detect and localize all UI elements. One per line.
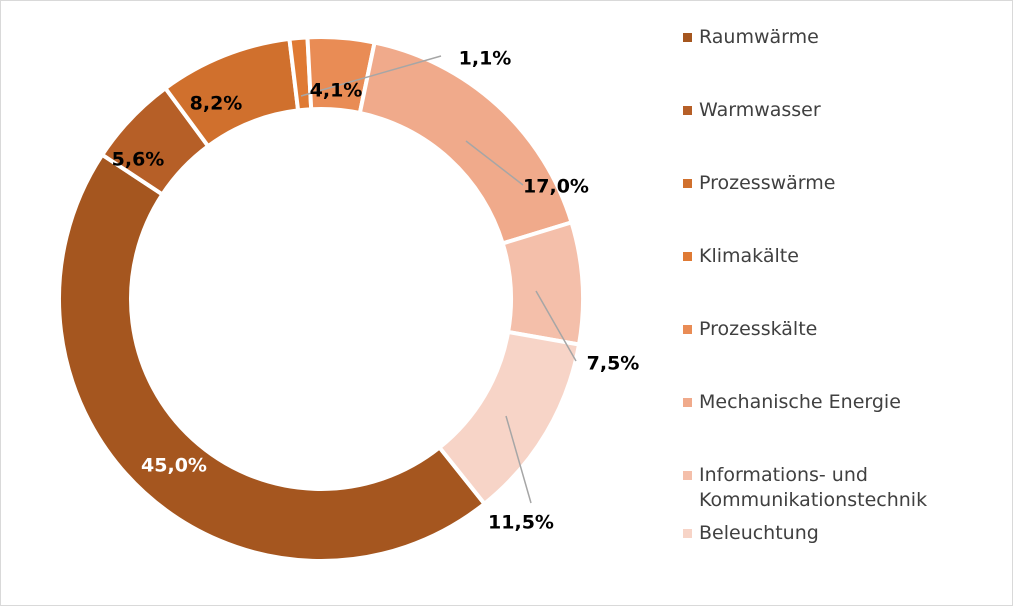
legend-item: Prozesskälte [683, 317, 983, 342]
legend-swatch [683, 106, 692, 115]
legend-label: Klimakälte [699, 245, 799, 267]
legend-swatch [683, 398, 692, 407]
legend: Raumwärme Warmwasser Prozesswärme Klimakält… [683, 25, 983, 546]
leader-line [505, 415, 532, 504]
data-label: 45,0% [141, 455, 207, 477]
donut-slice [436, 329, 582, 507]
legend-item: Beleuchtung [683, 521, 983, 546]
legend-swatch [683, 529, 692, 538]
legend-swatch [683, 471, 692, 480]
data-label: 7,5% [587, 353, 640, 375]
data-label: 5,6% [112, 149, 165, 171]
data-label: 8,2% [190, 93, 243, 115]
legend-item: Mechanische Energie [683, 390, 983, 415]
legend-swatch [683, 179, 692, 188]
donut-slice [57, 152, 488, 563]
leader-line [535, 290, 577, 362]
legend-label: Prozesswärme [699, 172, 836, 194]
legend-label: Raumwärme [699, 26, 819, 48]
donut-slice [357, 40, 575, 246]
legend-item: Warmwasser [683, 98, 983, 123]
legend-swatch [683, 33, 692, 42]
data-label: 17,0% [523, 176, 589, 198]
data-label: 1,1% [459, 48, 512, 70]
legend-swatch [683, 325, 692, 334]
legend-label: Informations- und Kommunikationstechnik [699, 464, 928, 511]
legend-label: Beleuchtung [699, 522, 819, 544]
donut-slice [500, 219, 585, 347]
leader-line [465, 140, 524, 186]
legend-item: Prozesswärme [683, 171, 983, 196]
legend-swatch [683, 252, 692, 261]
leader-line [300, 55, 442, 97]
legend-label: Prozesskälte [699, 318, 818, 340]
legend-label: Warmwasser [699, 99, 821, 121]
data-label: 4,1% [310, 80, 363, 102]
legend-item: Raumwärme [683, 25, 983, 50]
data-label: 11,5% [488, 512, 554, 534]
legend-item: Informations- und Kommunikationstechnik [683, 463, 983, 513]
legend-label: Mechanische Energie [699, 391, 901, 413]
legend-item: Klimakälte [683, 244, 983, 269]
